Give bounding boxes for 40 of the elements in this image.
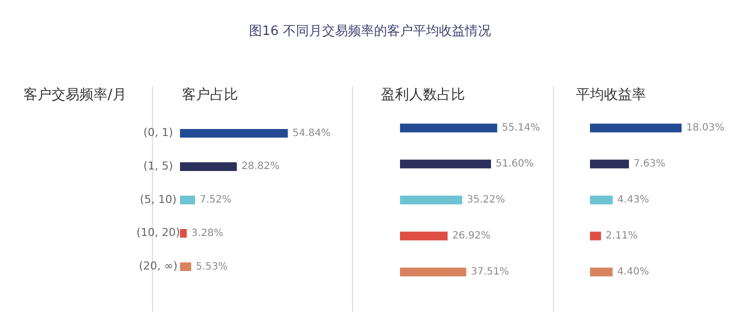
data-label: 26.92% [452, 230, 490, 242]
data-label: 37.51% [470, 266, 510, 278]
bar [180, 262, 192, 272]
data-label: 55.14% [502, 122, 540, 134]
bar [400, 232, 448, 240]
bar [400, 268, 466, 276]
data-label: 4.40% [617, 266, 650, 278]
bar [590, 160, 629, 168]
y-tick-label: (0, 1) [143, 126, 174, 140]
data-label: 2.11% [606, 230, 638, 242]
bar [400, 196, 462, 204]
chart-title: 客户占比 [182, 86, 238, 104]
y-tick-label: (20, ∞) [138, 260, 178, 273]
bar [590, 196, 613, 204]
bar [400, 160, 491, 168]
data-label: 4.43% [617, 194, 650, 206]
y-axis-title: 客户交易频率/月 [22, 86, 128, 104]
data-label: 54.84% [292, 128, 331, 139]
caption: 图16 不同月交易频率的客户平均收益情况 [248, 23, 492, 40]
data-label: 35.22% [466, 194, 506, 206]
chart-title: 平均收益率 [576, 86, 646, 104]
data-label: 7.52% [200, 194, 232, 206]
y-tick-label: (5, 10) [140, 192, 177, 206]
bar [590, 124, 682, 132]
data-label: 3.28% [191, 228, 224, 239]
bar [180, 162, 237, 171]
y-tick-label: (1, 5) [143, 160, 174, 172]
data-label: 28.82% [241, 161, 280, 172]
chart-title: 盈利人数占比 [381, 86, 465, 104]
bar [180, 229, 187, 238]
data-label: 18.03% [686, 122, 724, 134]
data-label: 7.63% [634, 158, 666, 170]
bar [590, 232, 602, 240]
bar [180, 196, 196, 204]
bar [400, 124, 498, 132]
data-label: 51.60% [496, 158, 534, 170]
y-tick-label: (10, 20) [136, 226, 180, 240]
bar [590, 268, 613, 276]
data-label: 5.53% [196, 261, 228, 272]
bar [180, 128, 288, 138]
